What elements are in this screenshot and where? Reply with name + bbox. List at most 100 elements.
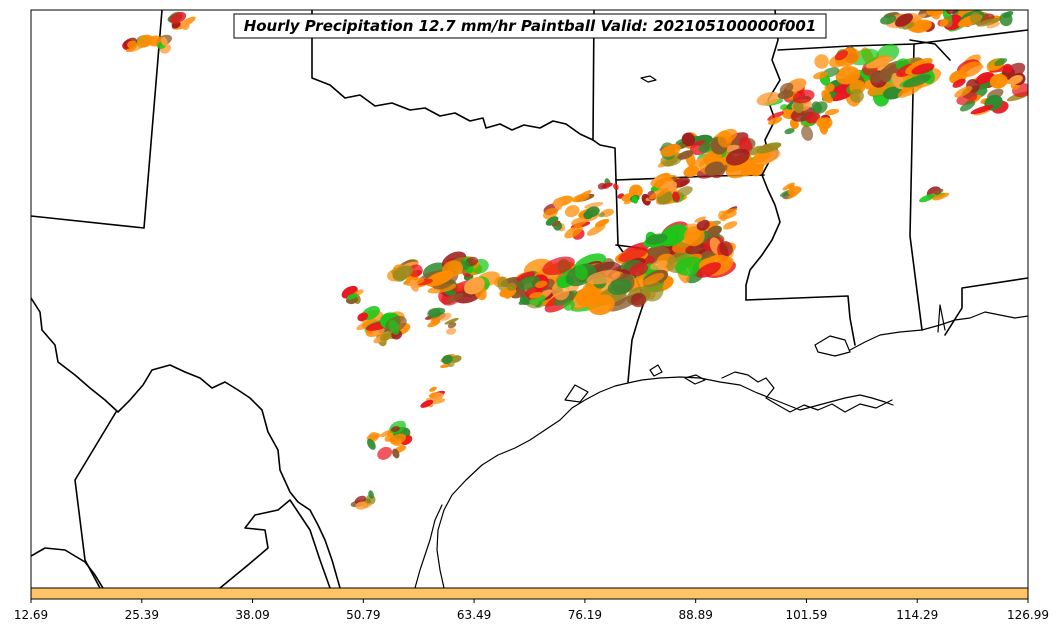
state-boundary-ms-la — [745, 295, 856, 346]
precip-blob — [825, 108, 840, 116]
precip-blob — [954, 85, 973, 98]
precip-blob — [392, 265, 413, 281]
precip-blob — [630, 292, 647, 308]
colorbar: 12.69 25.39 38.09 50.79 63.49 76.19 88.89 101.5… — [14, 587, 1049, 622]
precip-blob — [959, 100, 976, 112]
precip-blob — [409, 279, 419, 292]
precip-blob — [379, 332, 392, 342]
precip-blob — [707, 225, 722, 236]
colorbar-tick-label: 88.89 — [678, 608, 712, 622]
precip-blob — [575, 286, 601, 307]
border-rio-grande — [31, 297, 341, 588]
precip-blob — [442, 260, 464, 278]
coastline-ms-al — [849, 311, 1028, 351]
border-mexico-state-1 — [74, 411, 117, 588]
precip-blob — [428, 392, 437, 398]
state-boundary-nm-tx-west — [31, 10, 163, 229]
precip-blob — [564, 225, 583, 239]
precip-blob — [696, 262, 722, 278]
coastline-laguna — [414, 504, 443, 588]
precip-blob — [388, 319, 400, 335]
precip-blob — [535, 280, 548, 288]
precip-blob — [895, 13, 913, 27]
lake-3 — [649, 364, 663, 377]
precip-blob — [607, 278, 632, 295]
precip-blob — [586, 270, 621, 285]
precip-blob — [880, 14, 897, 25]
precip-blob — [390, 426, 400, 432]
precip-blob — [723, 221, 738, 230]
precip-blob — [672, 191, 680, 203]
precip-blob — [641, 280, 664, 302]
state-boundary-al-ga — [944, 277, 1028, 336]
precip-blob — [965, 65, 984, 76]
title-box: Hourly Precipitation 12.7 mm/hr Paintbal… — [233, 13, 827, 39]
precip-blob — [551, 220, 561, 227]
precip-blob — [811, 101, 823, 114]
precip-blob — [598, 212, 606, 218]
colorbar-ticks: 12.69 25.39 38.09 50.79 63.49 76.19 88.89 101.5… — [14, 599, 1049, 622]
colorbar-tick-label: 126.99 — [1007, 608, 1049, 622]
precip-blob — [835, 66, 861, 85]
precip-blob — [441, 354, 453, 365]
precip-blob — [681, 132, 696, 147]
precip-blob — [169, 11, 187, 24]
precip-blob — [952, 78, 966, 88]
precip-blob — [642, 272, 665, 286]
precip-blob — [377, 446, 393, 460]
precip-blob — [725, 148, 750, 166]
precip-blob — [834, 50, 848, 61]
precip-blob — [685, 243, 709, 255]
precip-blob — [970, 105, 994, 115]
precip-blob — [902, 21, 915, 30]
precip-blob — [447, 322, 457, 329]
precip-blob — [792, 89, 815, 104]
precip-blob — [882, 86, 903, 100]
precip-blob — [631, 195, 638, 204]
precip-blob — [867, 82, 897, 96]
precip-blob — [428, 307, 446, 317]
precip-blob — [368, 490, 374, 499]
precip-blob — [446, 328, 457, 335]
precip-blob — [137, 34, 154, 48]
precip-blob — [444, 317, 459, 325]
precip-blob — [517, 275, 540, 291]
precip-blob — [659, 224, 688, 247]
precip-blob — [420, 399, 434, 408]
precip-blob — [629, 262, 649, 277]
precip-blob — [1002, 63, 1013, 74]
precip-blob — [574, 264, 588, 281]
precip-blob — [879, 68, 892, 83]
precip-blob — [969, 12, 982, 25]
precip-blob — [586, 224, 606, 236]
precip-blob — [497, 276, 509, 292]
precip-blob — [801, 125, 814, 141]
precip-blob — [127, 40, 138, 49]
precip-blob — [1008, 75, 1023, 85]
precip-blob — [945, 10, 960, 15]
precip-blob — [613, 183, 619, 191]
lake-1 — [640, 75, 657, 83]
precip-blob — [1002, 10, 1014, 19]
precip-blob — [869, 70, 882, 84]
precip-blob — [784, 128, 795, 135]
precip-blob — [911, 63, 935, 75]
precip-blob — [618, 247, 648, 262]
colorbar-tick-label: 63.49 — [457, 608, 491, 622]
precip-blob — [367, 438, 376, 450]
map-area — [30, 9, 1029, 589]
precip-blob — [660, 144, 681, 157]
precip-blob — [849, 88, 864, 103]
precip-blob — [503, 289, 512, 299]
precip-blob — [787, 192, 799, 199]
precip-blob — [821, 89, 832, 103]
precip-blob — [813, 71, 828, 80]
precip-blob — [463, 277, 485, 295]
precip-blob — [357, 312, 369, 322]
precip-blob — [649, 260, 668, 270]
precip-blob — [994, 58, 1008, 67]
precip-blob — [793, 100, 804, 114]
precip-blob — [756, 142, 782, 154]
state-boundary-tn-south — [777, 29, 1028, 51]
